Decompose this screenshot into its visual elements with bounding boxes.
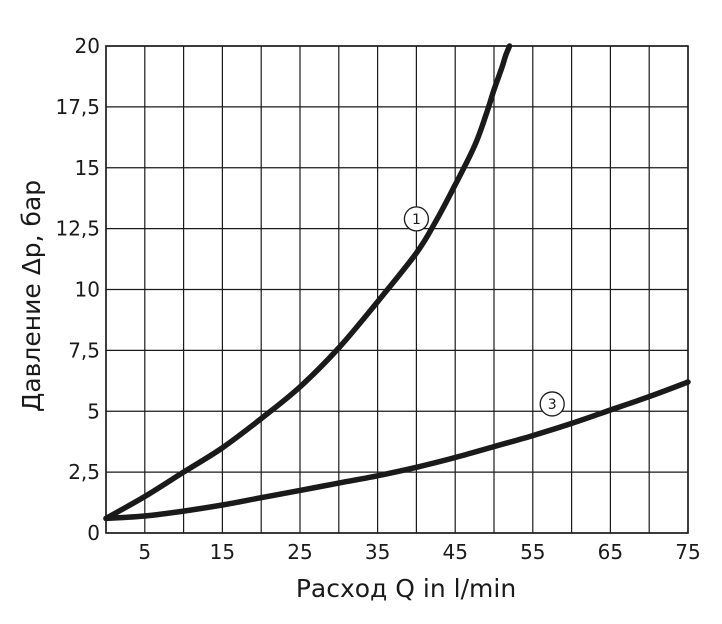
x-tick-label: 5 bbox=[138, 540, 151, 564]
y-tick-label: 12,5 bbox=[55, 217, 100, 241]
y-tick-label: 15 bbox=[75, 156, 100, 180]
y-tick-label: 5 bbox=[87, 399, 100, 423]
x-axis-title: Расход Q in l/min bbox=[296, 574, 516, 603]
y-tick-label: 0 bbox=[87, 521, 100, 545]
y-tick-label: 10 bbox=[75, 278, 100, 302]
series-label: 1 bbox=[412, 212, 421, 228]
y-tick-label: 17,5 bbox=[55, 95, 100, 119]
x-tick-label: 15 bbox=[210, 540, 235, 564]
y-tick-label: 2,5 bbox=[68, 460, 100, 484]
y-tick-label: 7,5 bbox=[68, 338, 100, 362]
series-line-3 bbox=[103, 379, 691, 522]
plot-frame bbox=[105, 45, 689, 534]
x-tick-label: 65 bbox=[598, 540, 623, 564]
x-tick-label: 55 bbox=[520, 540, 545, 564]
series-label-circle bbox=[539, 391, 565, 417]
series-line-1 bbox=[103, 43, 513, 522]
y-axis-title: Давление Δp, бар bbox=[17, 180, 46, 412]
y-tick-label: 20 bbox=[75, 34, 100, 58]
x-tick-label: 35 bbox=[365, 540, 390, 564]
x-tick-label: 75 bbox=[675, 540, 700, 564]
series-label-circle bbox=[403, 206, 430, 232]
series-layer: 13 bbox=[103, 43, 691, 522]
series-label: 3 bbox=[548, 397, 557, 413]
tick-layer: 5 15 25 35 45 55 65 75 0 2,5 5 7,5 10 12,5 15 17,5 20 bbox=[55, 34, 700, 564]
grid-layer bbox=[105, 45, 689, 534]
x-tick-label: 25 bbox=[287, 540, 312, 564]
x-tick-label: 45 bbox=[442, 540, 467, 564]
